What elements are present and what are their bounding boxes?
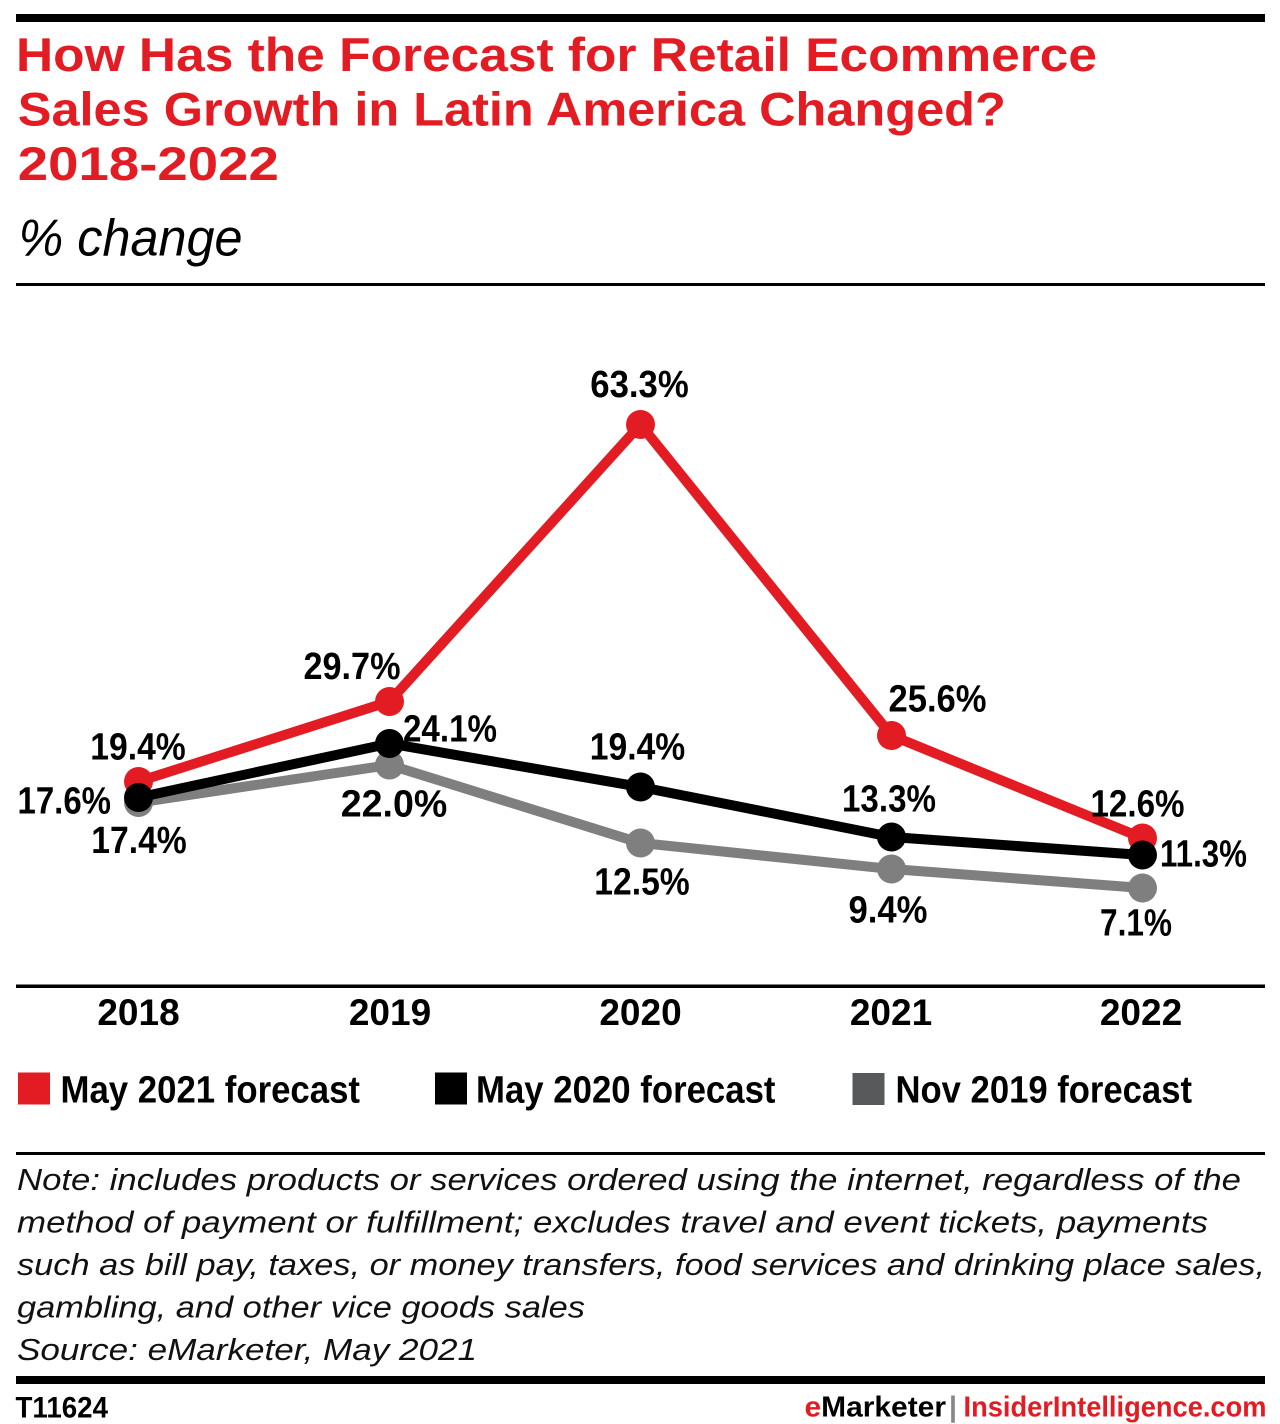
- svg-text:25.6%: 25.6%: [889, 679, 987, 721]
- svg-text:19.4%: 19.4%: [90, 727, 186, 769]
- svg-text:12.5%: 12.5%: [594, 862, 690, 904]
- svg-text:Sales Growth in Latin America: Sales Growth in Latin America Changed?: [18, 83, 1006, 136]
- svg-text:% change: % change: [19, 210, 243, 268]
- svg-text:2021: 2021: [850, 992, 932, 1033]
- svg-text:7.1%: 7.1%: [1100, 903, 1172, 945]
- svg-text:InsiderIntelligence.com: InsiderIntelligence.com: [964, 1392, 1267, 1424]
- svg-text:63.3%: 63.3%: [590, 364, 689, 406]
- svg-text:eMarketer: eMarketer: [805, 1392, 947, 1424]
- svg-text:May 2020 forecast: May 2020 forecast: [476, 1070, 776, 1112]
- svg-text:May 2021 forecast: May 2021 forecast: [61, 1070, 361, 1112]
- svg-text:2019: 2019: [349, 992, 431, 1033]
- svg-text:2020: 2020: [599, 992, 681, 1033]
- svg-text:17.4%: 17.4%: [91, 820, 187, 862]
- svg-text:gambling, and other vice goods: gambling, and other vice goods sales: [17, 1290, 585, 1325]
- svg-text:How Has the Forecast for Retai: How Has the Forecast for Retail Ecommerc…: [16, 28, 1097, 81]
- svg-text:T11624: T11624: [16, 1392, 109, 1424]
- svg-text:17.6%: 17.6%: [18, 781, 112, 823]
- svg-text:2018-2022: 2018-2022: [18, 137, 279, 190]
- svg-text:9.4%: 9.4%: [849, 890, 928, 932]
- svg-text:2018: 2018: [97, 992, 179, 1033]
- svg-text:Nov 2019 forecast: Nov 2019 forecast: [896, 1070, 1193, 1112]
- svg-text:12.6%: 12.6%: [1091, 784, 1185, 826]
- svg-text:13.3%: 13.3%: [842, 779, 936, 821]
- svg-text:2022: 2022: [1100, 992, 1182, 1033]
- svg-text:method of payment or fulfillme: method of payment or fulfillment; exclud…: [17, 1205, 1208, 1240]
- svg-text:29.7%: 29.7%: [304, 646, 401, 688]
- svg-text:24.1%: 24.1%: [403, 709, 497, 751]
- svg-text:|: |: [949, 1392, 957, 1424]
- svg-text:22.0%: 22.0%: [341, 784, 448, 826]
- svg-text:11.3%: 11.3%: [1160, 834, 1247, 876]
- svg-text:Note: includes products or ser: Note: includes products or services orde…: [17, 1162, 1241, 1197]
- svg-text:Source: eMarketer, May 2021: Source: eMarketer, May 2021: [17, 1332, 477, 1367]
- svg-text:such as bill pay, taxes, or mo: such as bill pay, taxes, or money transf…: [17, 1247, 1265, 1282]
- svg-text:19.4%: 19.4%: [590, 727, 686, 769]
